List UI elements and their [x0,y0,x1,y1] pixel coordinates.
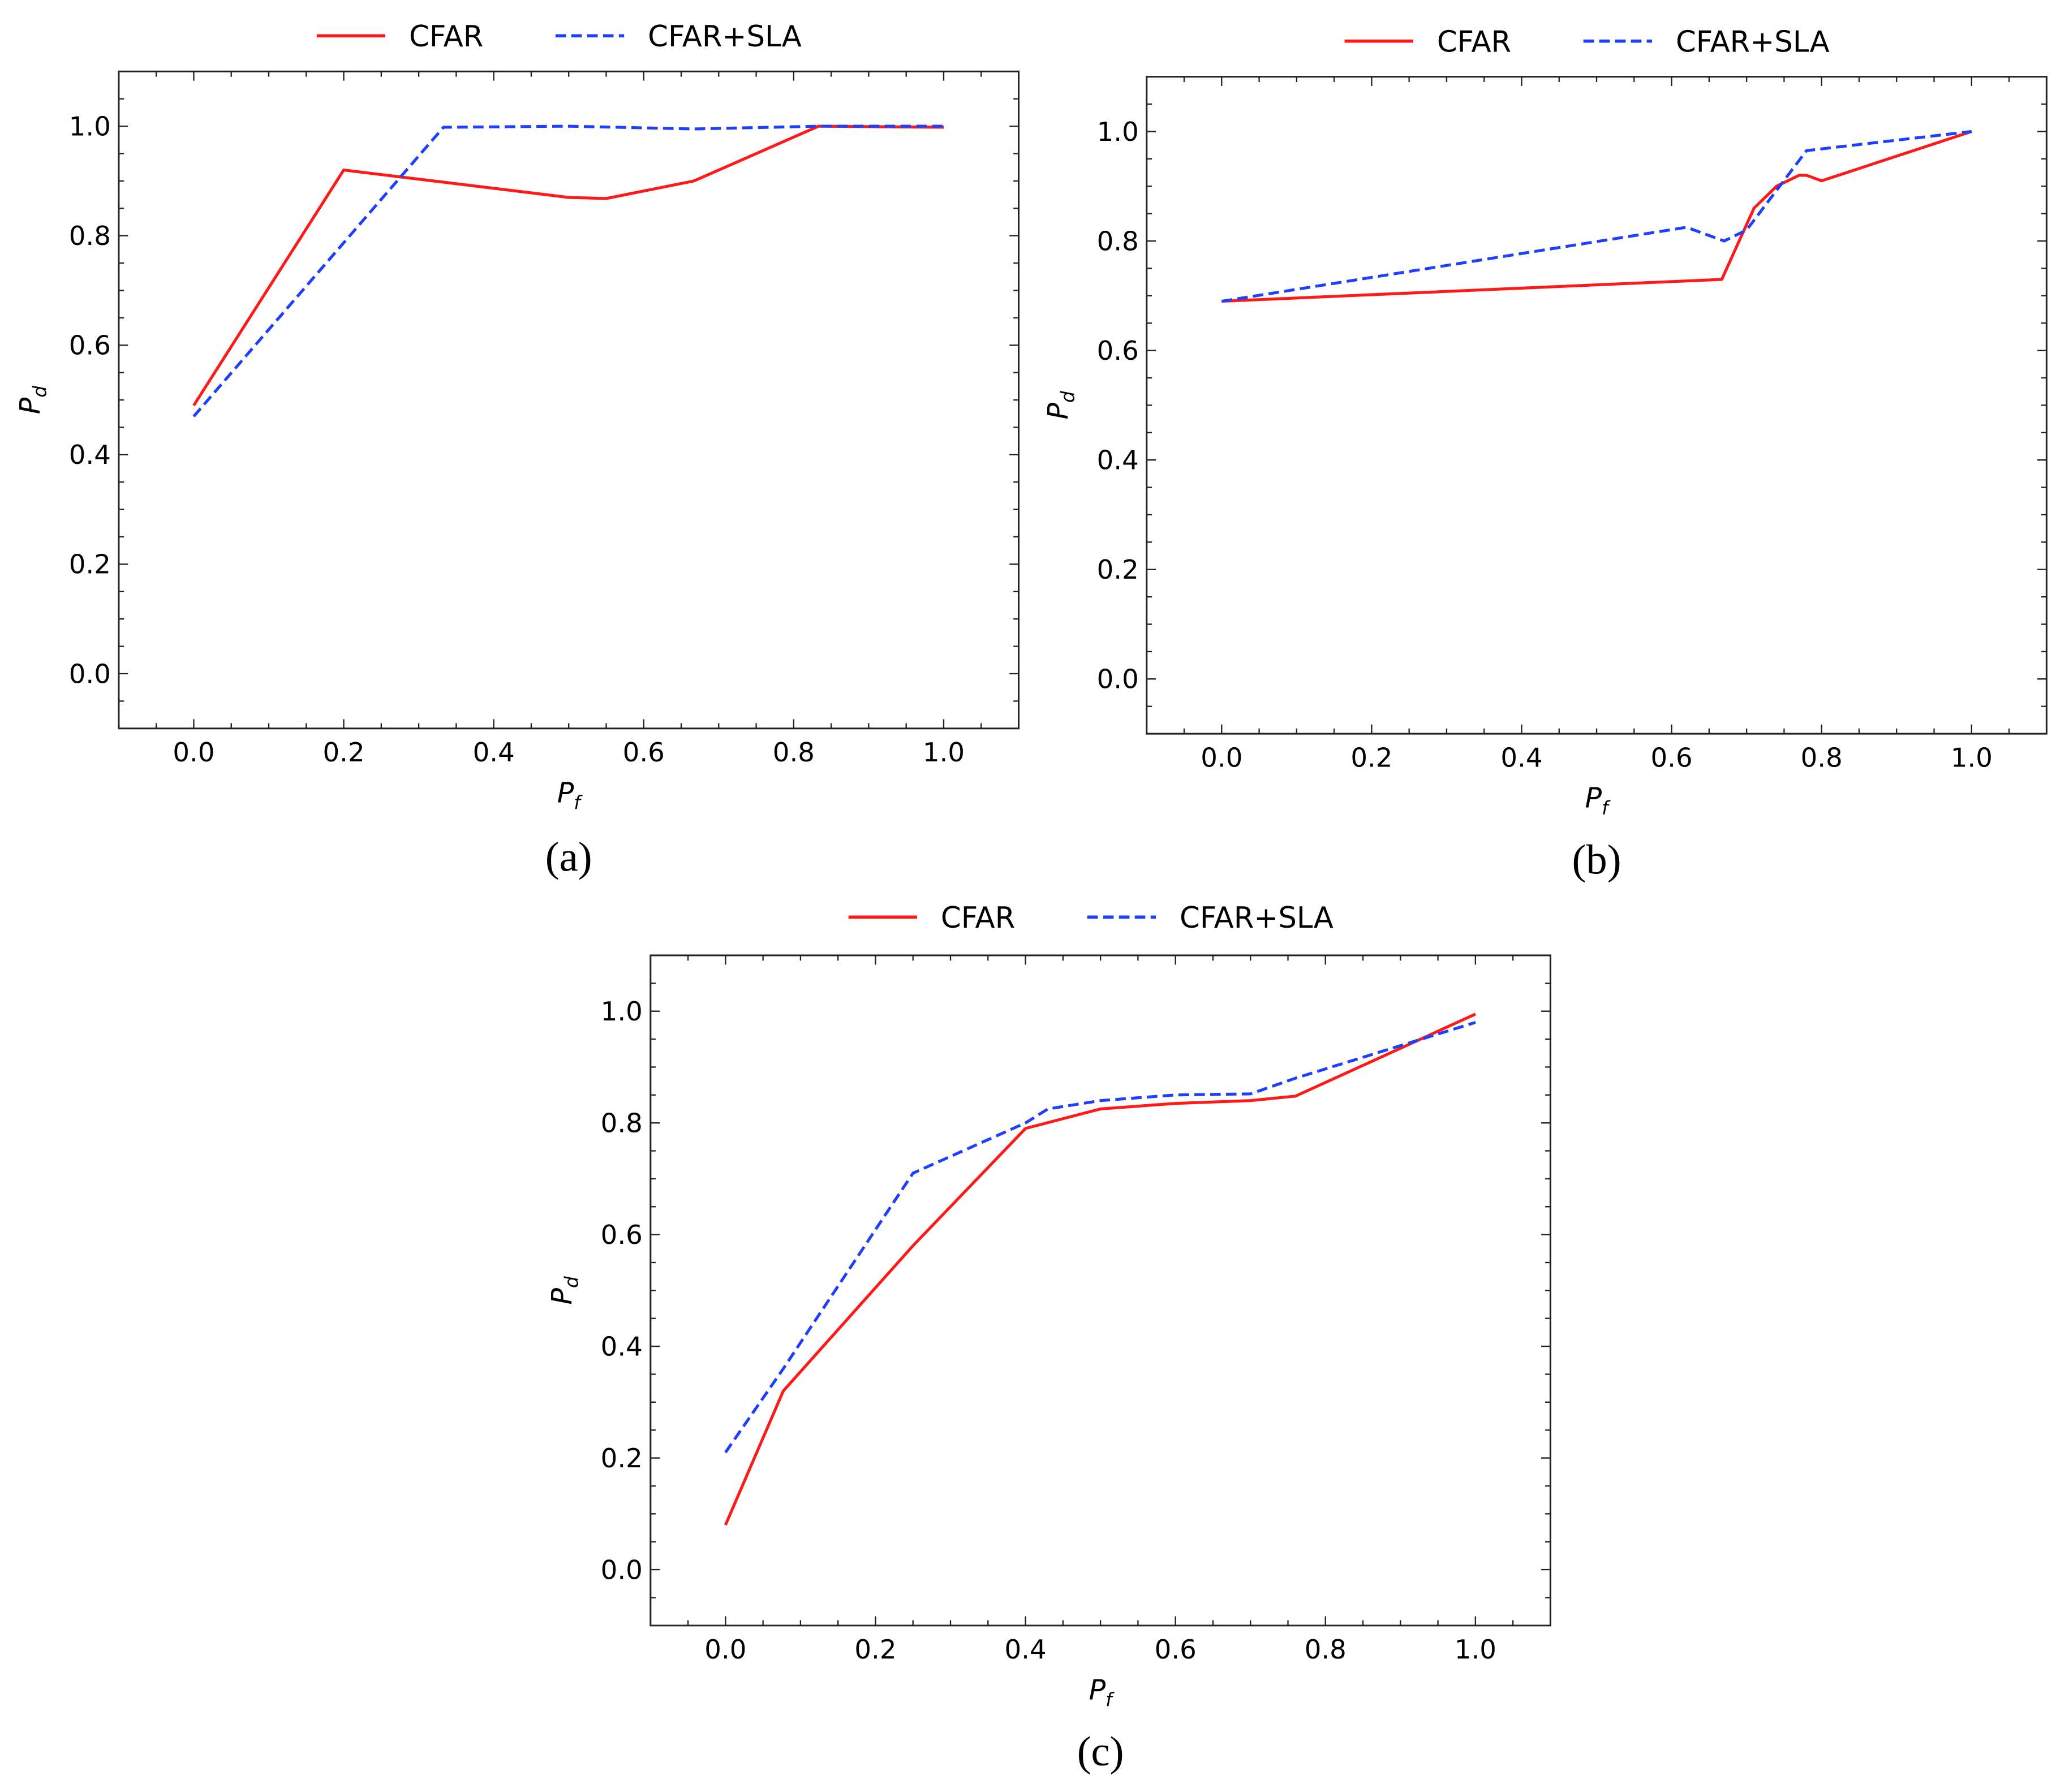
series-line-cfar-sla [724,1020,1476,1454]
y-tick-label: 1.0 [601,996,643,1027]
y-tick-label: 0.6 [1097,335,1139,366]
series-line-cfar-sla [1221,130,1972,303]
chart-panel-c: 0.0 0.2 0.4 0.6 0.8 1.0 0.0 0.2 0.4 0.6 0.8 1.0 Pf Pd… [546,901,1551,1775]
plot-frame [118,70,1020,730]
y-axis-label: Pd [546,1276,583,1305]
plot-frame [1146,76,2048,735]
series-line-cfar [192,124,944,407]
y-tick-label: 1.0 [69,111,111,141]
y-tick-label: 0.4 [601,1331,643,1362]
chart-panel-a: 0.0 0.2 0.4 0.6 0.8 1.0 0.0 0.2 0.4 0.6 0.8 1.0 Pf Pd… [14,20,1020,881]
y-tick-label: 0.4 [69,440,111,470]
x-tick-label: 0.4 [1500,742,1542,773]
x-tick-label: 0.2 [854,1634,896,1665]
x-tick-label: 0.6 [1155,1634,1197,1665]
y-tick-label: 0.4 [1097,445,1139,476]
legend-label: CFAR [941,901,1015,935]
y-tick-label: 1.0 [1097,117,1139,147]
legend-label: CFAR+SLA [648,20,802,54]
y-axis-label: Pd [14,386,51,415]
legend-label: CFAR [1437,25,1511,59]
x-axis-label: Pf [1585,782,1611,819]
x-tick-label: 0.8 [1801,742,1843,773]
y-axis-label: Pd [1042,391,1079,420]
y-tick-label: 0.6 [601,1220,643,1250]
series-line-cfar-sla [192,124,944,417]
y-tick-label: 0.2 [1097,554,1139,585]
x-tick-label: 0.2 [322,737,364,768]
x-tick-label: 1.0 [1951,742,1993,773]
series-line-cfar [1221,130,1972,303]
x-axis-label: Pf [557,777,583,813]
x-axis-label: Pf [1089,1674,1115,1711]
panel-caption: (c) [1077,1728,1124,1775]
y-tick-label: 0.2 [601,1443,643,1474]
chart-panel-b: 0.0 0.2 0.4 0.6 0.8 1.0 0.0 0.2 0.4 0.6 0.8 1.0 Pf Pd… [1042,25,2048,883]
y-tick-label: 0.0 [601,1554,643,1585]
y-tick-label: 0.0 [69,658,111,689]
x-tick-label: 0.8 [1305,1634,1347,1665]
x-tick-label: 0.4 [1004,1634,1046,1665]
legend-label: CFAR+SLA [1180,901,1334,935]
x-tick-label: 1.0 [923,737,965,768]
y-tick-label: 0.8 [1097,226,1139,256]
x-tick-label: 0.0 [704,1634,746,1665]
legend-label: CFAR+SLA [1676,25,1830,59]
plot-frame [649,954,1551,1627]
y-tick-label: 0.8 [69,221,111,251]
y-tick-label: 0.0 [1097,664,1139,695]
x-tick-label: 0.6 [1651,742,1693,773]
x-tick-label: 0.0 [1201,742,1242,773]
legend-label: CFAR [409,20,483,54]
x-tick-label: 0.2 [1350,742,1392,773]
y-tick-label: 0.8 [601,1108,643,1138]
x-tick-label: 0.4 [473,737,515,768]
x-tick-label: 0.8 [773,737,815,768]
x-tick-label: 0.6 [623,737,665,768]
y-tick-label: 0.2 [69,549,111,580]
panel-caption: (b) [1572,836,1621,883]
y-tick-label: 0.6 [69,330,111,361]
x-tick-label: 0.0 [173,737,214,768]
panel-caption: (a) [545,834,592,881]
x-tick-label: 1.0 [1455,1634,1496,1665]
series-line-cfar [724,1013,1477,1526]
